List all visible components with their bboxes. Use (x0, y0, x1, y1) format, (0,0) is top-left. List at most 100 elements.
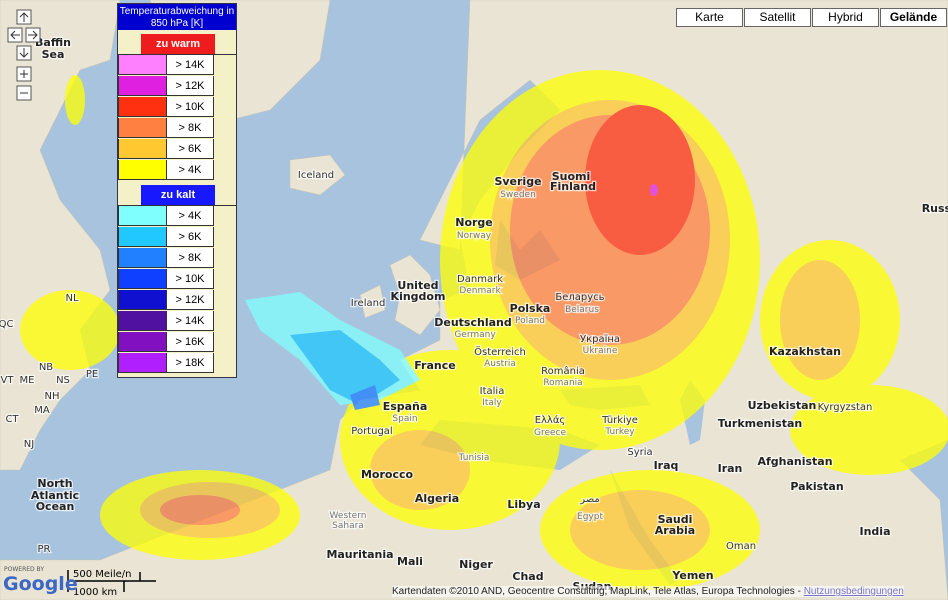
legend-label: > 16K (167, 332, 214, 352)
terms-link[interactable]: Nutzungsbedingungen (803, 586, 904, 597)
place-label: Denmark (459, 286, 501, 296)
legend-row: > 16K (118, 332, 236, 353)
place-label: United (397, 279, 438, 292)
legend-label: > 12K (167, 290, 214, 310)
place-label: Morocco (361, 468, 414, 481)
powered-by: POWERED BY (4, 566, 44, 573)
place-label: Libya (507, 498, 540, 511)
place-label: Portugal (351, 426, 392, 437)
legend-swatch (118, 227, 167, 247)
place-label: PR (38, 544, 51, 555)
place-label: Suomi (552, 170, 591, 183)
place-label: Iran (718, 462, 743, 475)
map-type-button[interactable]: Karte (676, 8, 743, 27)
legend-swatch (118, 248, 167, 268)
place-label: Türkiye (601, 415, 638, 426)
legend-swatch (118, 76, 167, 96)
warm-rows: > 14K > 12K > 10K > 8K > 6K > 4K (118, 54, 236, 181)
place-label: Chad (512, 570, 543, 583)
place-label: NH (45, 391, 60, 402)
legend-label: > 6K (167, 227, 214, 247)
place-label: Iceland (298, 170, 334, 181)
place-label: Norway (457, 231, 492, 241)
cold-rows: > 4K > 6K > 8K > 10K > 12K > 14K > 16K > 18K (118, 205, 236, 374)
attribution: Kartendaten ©2010 AND, Geocentre Consult… (392, 586, 904, 597)
warm-header: zu warm (141, 34, 215, 54)
place-label: Ελλάς (535, 414, 566, 426)
legend: Temperaturabweichung in 850 hPa [K] zu w… (117, 3, 237, 378)
legend-row: > 4K (118, 160, 236, 181)
place-label: Sverige (494, 175, 541, 188)
scale-miles: 500 Meile/n (73, 569, 131, 580)
place-label: Kingdom (391, 290, 446, 303)
place-label: Беларусь (555, 292, 604, 303)
place-label: Italia (480, 386, 505, 397)
place-label: Україна (580, 334, 620, 345)
place-label: France (414, 359, 455, 372)
place-label: Poland (515, 316, 545, 326)
attribution-text: Kartendaten ©2010 AND, Geocentre Consult… (392, 586, 801, 597)
legend-row: > 14K (118, 311, 236, 332)
place-label: مصر (579, 494, 600, 505)
place-label: Germany (454, 330, 496, 340)
place-label: Finland (550, 180, 596, 193)
place-label: Spain (392, 414, 417, 424)
legend-label: > 10K (167, 269, 214, 289)
place-label: Russia (922, 202, 948, 215)
legend-label: > 14K (167, 55, 214, 75)
place-label: VT (1, 375, 15, 386)
legend-row: > 4K (118, 205, 236, 227)
place-label: Baffin (35, 36, 71, 49)
legend-title: Temperaturabweichung in 850 hPa [K] (118, 4, 236, 30)
legend-swatch (118, 353, 167, 373)
place-label: Oman (726, 541, 756, 552)
place-label: NJ (24, 439, 34, 450)
place-label: Tunisia (458, 453, 490, 463)
place-label: Uzbekistan (748, 399, 817, 412)
place-label: Atlantic (31, 489, 79, 502)
place-label: España (383, 400, 428, 413)
place-label: QC (0, 319, 13, 330)
place-label: Norge (455, 216, 493, 229)
place-label: Mauritania (326, 548, 393, 561)
legend-row: > 8K (118, 248, 236, 269)
place-label: Saudi (658, 513, 693, 526)
legend-row: > 6K (118, 139, 236, 160)
scale-km: 1000 km (73, 587, 117, 598)
place-label: PE (86, 369, 98, 380)
place-label: Greece (534, 428, 566, 438)
place-label: Arabia (655, 524, 695, 537)
place-label: Kazakhstan (769, 345, 841, 358)
place-label: MA (34, 405, 50, 416)
legend-label: > 12K (167, 76, 214, 96)
place-label: Kyrgyzstan (818, 402, 873, 413)
legend-swatch (118, 332, 167, 352)
place-label: ME (20, 375, 35, 386)
map-type-button[interactable]: Gelände (880, 8, 947, 27)
map-type-button[interactable]: Hybrid (812, 8, 879, 27)
place-label: NL (65, 293, 78, 304)
place-label: Ocean (36, 500, 75, 513)
google-logo[interactable]: Google (3, 573, 78, 595)
place-label: Belarus (565, 305, 599, 315)
legend-swatch (118, 160, 167, 180)
place-label: Austria (484, 359, 516, 369)
place-label: Western (330, 511, 367, 521)
map-type-button[interactable]: Satellit (744, 8, 811, 27)
place-label: NS (56, 375, 70, 386)
place-label: CT (5, 414, 19, 425)
legend-label: > 18K (167, 353, 214, 373)
legend-swatch (118, 139, 167, 159)
place-label: Ireland (351, 298, 386, 309)
place-label: Romania (543, 378, 582, 388)
place-label: Turkmenistan (718, 417, 802, 430)
place-label: Österreich (474, 345, 526, 358)
legend-swatch (118, 269, 167, 289)
place-label: India (860, 525, 891, 538)
place-label: Sweden (500, 190, 536, 200)
place-label: Algeria (415, 492, 459, 505)
place-label: Turkey (604, 427, 635, 437)
legend-swatch (118, 311, 167, 331)
